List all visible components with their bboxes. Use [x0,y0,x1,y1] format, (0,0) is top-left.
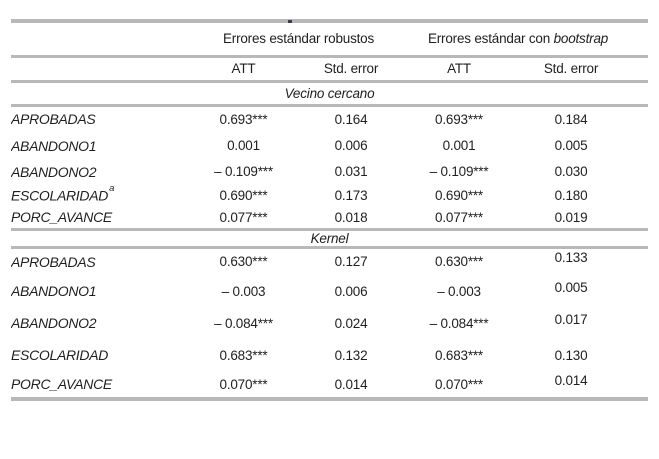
table-row-abandono1: ABANDONO1 – 0.003 0.006 – 0.003 0.005 [11,275,648,307]
group-header-bootstrap-italic: bootstrap [553,31,609,47]
cell-att-bootstrap: – 0.003 [437,283,481,299]
row-label: ESCOLARIDADa [11,184,115,204]
row-label: ABANDONO2 [11,315,97,331]
column-header-row: ATT Std. error ATT Std. error [11,56,649,81]
cell-se-bootstrap: 0.130 [554,347,588,363]
cell-se-bootstrap: 0.180 [554,188,588,203]
cell-att-bootstrap: 0.690*** [435,188,483,203]
column-header-att-robust: ATT [231,61,256,76]
table-row-escolaridad: ESCOLARIDAD 0.683*** 0.132 0.683*** 0.13… [11,339,648,371]
group-header-robust: Errores estándar robustos [222,31,375,47]
cell-att-robust: 0.693*** [219,111,268,127]
cell-att-robust: 0.077*** [219,209,268,225]
column-header-stderror-robust: Std. error [323,61,379,76]
row-label: PORC_AVANCE [11,209,112,226]
table-row-abandono2: ABANDONO2 – 0.084*** 0.024 – 0.084*** 0.… [11,307,648,339]
cell-att-bootstrap: 0.070*** [435,376,483,392]
cell-att-robust: 0.070*** [219,376,268,392]
section-header-kernel: Kernel [11,229,649,247]
row-label: ESCOLARIDAD [11,347,109,363]
cell-att-robust: – 0.109*** [214,164,273,179]
group-header-row: Errores estándar robustos Errores estánd… [11,21,649,56]
section-title: Vecino cercano [284,85,375,101]
section-title: Kernel [310,230,349,246]
row-label: ABANDONO2 [11,163,97,180]
table-row-porc-avance: PORC_AVANCE 0.077*** 0.018 0.077*** 0.01… [11,207,648,229]
cell-se-robust: 0.006 [334,138,368,153]
row-label: APROBADAS [11,111,96,128]
group-header-bootstrap-prefix: Errores estándar con [427,31,554,47]
cell-att-bootstrap: 0.077*** [435,209,483,225]
row-label: PORC_AVANCE [11,376,112,392]
cell-att-robust: 0.683*** [219,347,268,363]
table-row-porc-avance: PORC_AVANCE 0.070*** 0.014 0.070*** 0.01… [11,371,648,399]
cell-se-robust: 0.014 [334,376,368,392]
column-header-stderror-bootstrap: Std. error [543,61,599,76]
cell-att-robust: 0.630*** [219,254,268,270]
cell-se-robust: 0.132 [334,347,368,363]
cell-se-bootstrap: 0.019 [554,209,588,225]
cell-se-bootstrap: 0.030 [554,164,588,179]
footnote-marker: a [109,184,115,195]
cell-se-robust: 0.024 [334,315,368,331]
cell-se-bootstrap: 0.133 [554,250,588,266]
cell-se-bootstrap: 0.017 [554,311,588,327]
row-label: ABANDONO1 [11,137,97,154]
cell-att-robust: 0.690*** [219,188,268,203]
section-header-vecino-cercano: Vecino cercano [11,81,649,105]
table-row-escolaridad: ESCOLARIDADa 0.690*** 0.173 0.690*** 0.1… [11,184,648,207]
column-header-att-bootstrap: ATT [447,61,471,76]
cell-se-robust: 0.031 [334,164,368,179]
cell-se-robust: 0.127 [334,254,368,270]
cell-att-robust: – 0.084*** [214,315,273,331]
row-label: APROBADAS [11,253,96,270]
att-results-table: Errores estándar robustos Errores estánd… [11,19,649,401]
cell-att-bootstrap: 0.683*** [435,347,483,363]
cell-se-robust: 0.164 [334,111,368,127]
cell-att-robust: – 0.003 [221,283,266,299]
cell-se-robust: 0.173 [334,188,368,203]
cell-att-bootstrap: 0.693*** [435,111,483,127]
cell-att-bootstrap: 0.001 [442,138,476,153]
cell-att-bootstrap: – 0.084*** [429,315,489,331]
table-row-aprobadas: APROBADAS 0.630*** 0.127 0.630*** 0.133 [11,247,648,275]
empty-corner-cell [11,56,191,81]
empty-corner-cell [11,21,191,56]
cell-se-bootstrap: 0.014 [554,372,588,388]
table-row-abandono1: ABANDONO1 0.001 0.006 0.001 0.005 [11,132,648,159]
cropped-text-artifact [288,20,292,23]
cell-se-robust: 0.018 [334,209,368,225]
group-header-bootstrap: Errores estándar con bootstrap [406,21,648,56]
table-row-abandono2: ABANDONO2 – 0.109*** 0.031 – 0.109*** 0.… [11,159,648,184]
results-table-page: Errores estándar robustos Errores estánd… [0,19,659,459]
cell-se-bootstrap: 0.005 [554,279,588,295]
cell-att-robust: 0.001 [227,138,260,153]
cell-se-bootstrap: 0.005 [554,138,588,153]
cell-att-bootstrap: 0.630*** [435,254,483,270]
table-row-aprobadas: APROBADAS 0.693*** 0.164 0.693*** 0.184 [11,105,648,132]
cell-se-bootstrap: 0.184 [554,111,588,127]
cell-att-bootstrap: – 0.109*** [429,164,489,179]
row-label: ABANDONO1 [11,283,97,299]
cell-se-robust: 0.006 [334,283,368,299]
